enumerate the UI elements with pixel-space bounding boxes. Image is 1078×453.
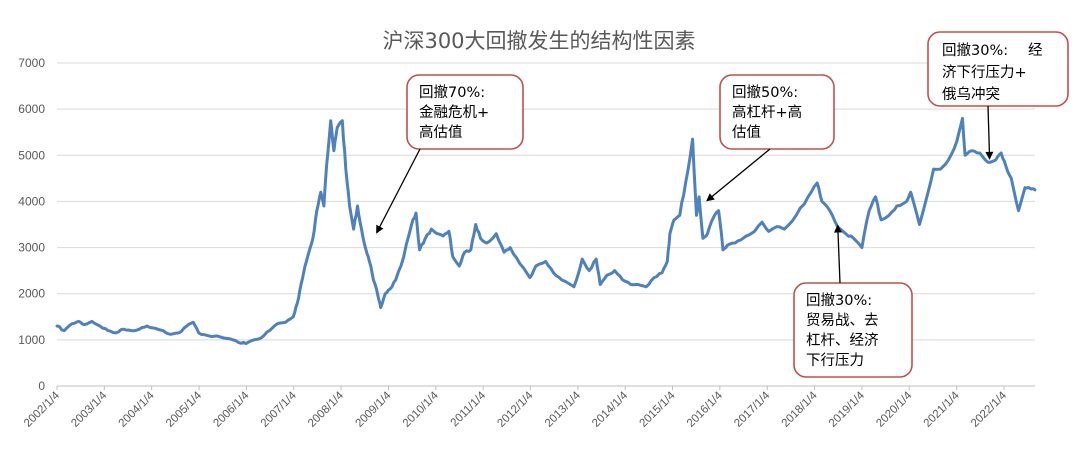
annotation-text: 金融危机+	[419, 104, 489, 121]
annotation-text: 济下行压力+	[942, 64, 1027, 81]
y-tick-label: 4000	[18, 194, 45, 208]
annotation-text: 高估值	[419, 124, 463, 141]
x-axis: 2002/1/4 2003/1/4 2004/1/4 2005/1/4 2006/1/4…	[22, 386, 1010, 430]
y-tick-label: 0	[38, 379, 45, 393]
x-tick-label: 2009/1/4	[353, 389, 394, 430]
x-tick-label: 2016/1/4	[685, 389, 726, 430]
arrow-head	[985, 151, 994, 160]
gridlines	[57, 62, 1035, 387]
annotation-arrow	[837, 226, 841, 284]
annotation-text: 回撤30%:	[806, 292, 872, 309]
annotation-arrow	[376, 148, 421, 233]
x-tick-label: 2010/1/4	[401, 389, 442, 430]
arrow-head	[376, 224, 384, 234]
x-tick-label: 2003/1/4	[69, 389, 110, 430]
annotation-text: 高杠杆+高	[732, 104, 802, 121]
annotation-text: 估值	[732, 124, 761, 141]
arrow-head	[834, 224, 843, 233]
annotation-text: 俄乌冲突	[942, 86, 1000, 103]
annotation-box	[793, 282, 913, 378]
x-tick-label: 2005/1/4	[164, 389, 205, 430]
x-tick-label: 2021/1/4	[922, 389, 963, 430]
x-tick-label: 2002/1/4	[22, 389, 63, 430]
y-tick-label: 2000	[18, 287, 45, 301]
annotation-a1: 回撤70%: 金融危机+ 高估值	[376, 74, 524, 234]
x-tick-label: 2019/1/4	[827, 389, 868, 430]
x-tick-label: 2007/1/4	[259, 389, 300, 430]
x-tick-label: 2013/1/4	[543, 389, 584, 430]
annotation-a2: 回撤50%: 高杠杆+高估值	[706, 74, 835, 202]
x-tick-label: 2018/1/4	[780, 389, 821, 430]
annotation-arrow	[707, 148, 771, 201]
x-tick-label: 2008/1/4	[306, 389, 347, 430]
y-tick-label: 7000	[18, 56, 45, 70]
annotations: 回撤70%:金融危机+高估值回撤50%:高杠杆+高估值回撤30%:贸易战、去杠杆…	[376, 31, 1069, 378]
x-tick-label: 2017/1/4	[732, 389, 773, 430]
annotation-arrow	[987, 105, 991, 158]
x-tick-label: 2011/1/4	[449, 389, 489, 429]
annotation-text: 回撤30%:	[942, 42, 1008, 59]
y-axis: 0 1000 2000 3000 4000 5000 6000 7000	[18, 56, 45, 393]
x-tick-label: 2014/1/4	[590, 389, 631, 430]
x-tick-label: 2006/1/4	[211, 389, 252, 430]
y-tick-label: 1000	[18, 333, 45, 347]
annotation-text: 下行压力	[806, 352, 864, 369]
y-tick-label: 6000	[18, 102, 45, 116]
annotation-box	[927, 31, 1069, 107]
annotation-text: 贸易战、去	[806, 312, 879, 329]
chart-title: 沪深300大回撤发生的结构性因素	[382, 29, 695, 53]
arrow-head	[706, 193, 715, 202]
y-tick-label: 3000	[18, 241, 45, 255]
annotation-text: 杠杆、经济	[806, 332, 879, 349]
x-tick-label: 2012/1/4	[495, 389, 536, 430]
y-tick-label: 5000	[18, 148, 45, 162]
annotation-box	[406, 74, 524, 150]
annotation-text: 经	[1028, 42, 1043, 59]
series-line	[55, 116, 1037, 345]
x-tick-label: 2022/1/4	[969, 389, 1010, 430]
annotation-box	[719, 74, 835, 150]
annotation-text: 回撤50%:	[732, 84, 798, 101]
x-tick-label: 2015/1/4	[638, 389, 679, 430]
annotation-text: 回撤70%:	[419, 84, 485, 101]
x-tick-label: 2004/1/4	[117, 389, 158, 430]
x-tick-label: 2020/1/4	[874, 389, 915, 430]
